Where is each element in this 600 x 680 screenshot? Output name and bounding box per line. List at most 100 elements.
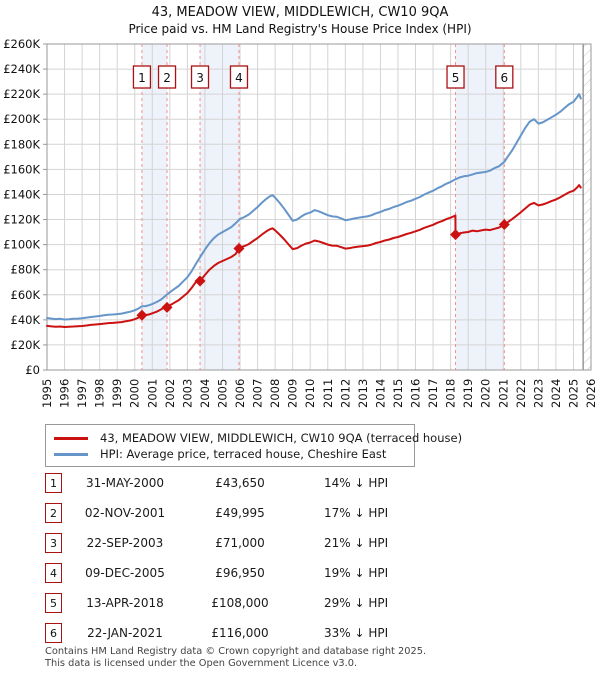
sale-price: £43,650 xyxy=(215,476,265,490)
table-row: 5 13-APR-2018 £108,000 29% ↓ HPI xyxy=(45,588,565,618)
svg-text:2024: 2024 xyxy=(549,379,563,408)
svg-text:2011: 2011 xyxy=(321,379,335,408)
sale-number-badge: 6 xyxy=(45,623,62,643)
svg-text:£160K: £160K xyxy=(3,162,40,176)
svg-text:2016: 2016 xyxy=(409,379,423,408)
svg-text:£100K: £100K xyxy=(3,238,40,252)
table-row: 4 09-DEC-2005 £96,950 19% ↓ HPI xyxy=(45,558,565,588)
svg-text:2005: 2005 xyxy=(215,379,229,408)
sale-number-badge: 1 xyxy=(45,473,62,493)
sale-diamond xyxy=(450,229,462,241)
svg-text:3: 3 xyxy=(196,71,204,85)
sale-diamond xyxy=(498,219,510,231)
sale-date: 02-NOV-2001 xyxy=(84,506,166,520)
svg-text:2007: 2007 xyxy=(251,379,265,408)
svg-text:£40K: £40K xyxy=(11,313,41,327)
svg-text:£80K: £80K xyxy=(11,263,41,277)
sale-pct-vs-hpi: 14% ↓ HPI xyxy=(324,476,389,490)
svg-text:4: 4 xyxy=(235,71,243,85)
legend-item-hpi: HPI: Average price, terraced house, Ches… xyxy=(54,446,406,462)
plot-border xyxy=(46,43,592,371)
sale-number-badge: 2 xyxy=(45,503,62,523)
svg-text:2000: 2000 xyxy=(128,379,142,408)
svg-text:6: 6 xyxy=(500,71,508,85)
svg-text:2022: 2022 xyxy=(514,379,528,408)
future-hatch-region xyxy=(583,44,591,370)
svg-text:2019: 2019 xyxy=(461,379,475,408)
legend-item-property: 43, MEADOW VIEW, MIDDLEWICH, CW10 9QA (t… xyxy=(54,430,462,446)
svg-text:2020: 2020 xyxy=(479,379,493,408)
svg-text:2014: 2014 xyxy=(373,379,387,408)
title-block: 43, MEADOW VIEW, MIDDLEWICH, CW10 9QA Pr… xyxy=(0,4,600,37)
sale-number-badge: 4 xyxy=(45,563,62,583)
sale-markers xyxy=(136,219,510,321)
svg-text:£20K: £20K xyxy=(11,338,41,352)
sale-pct-vs-hpi: 21% ↓ HPI xyxy=(324,536,389,550)
footer-line-1: Contains HM Land Registry data © Crown c… xyxy=(45,646,427,657)
sale-number-badge: 3 xyxy=(45,533,62,553)
svg-text:2006: 2006 xyxy=(233,379,247,408)
chart-legend: 43, MEADOW VIEW, MIDDLEWICH, CW10 9QA (t… xyxy=(45,424,462,467)
svg-text:2013: 2013 xyxy=(356,379,370,408)
svg-text:2003: 2003 xyxy=(180,379,194,408)
svg-text:2009: 2009 xyxy=(286,379,300,408)
sale-diamond xyxy=(136,309,148,321)
sale-price: £71,000 xyxy=(215,536,265,550)
svg-text:5: 5 xyxy=(452,71,460,85)
legend-label-property: 43, MEADOW VIEW, MIDDLEWICH, CW10 9QA (t… xyxy=(100,431,463,445)
sale-diamond xyxy=(194,275,206,287)
sale-price: £108,000 xyxy=(211,596,269,610)
svg-text:1996: 1996 xyxy=(58,379,72,408)
sale-pct-vs-hpi: 33% ↓ HPI xyxy=(324,626,389,640)
sale-date-lines xyxy=(141,44,505,370)
sale-date: 09-DEC-2005 xyxy=(85,566,165,580)
sale-pct-vs-hpi: 19% ↓ HPI xyxy=(324,566,389,580)
svg-text:2026: 2026 xyxy=(584,379,598,408)
ownership-bands xyxy=(141,44,505,370)
page-subtitle: Price paid vs. HM Land Registry's House … xyxy=(128,22,472,36)
svg-text:1997: 1997 xyxy=(75,379,89,408)
sale-price: £116,000 xyxy=(211,626,269,640)
svg-text:2: 2 xyxy=(163,71,171,85)
sale-number-badge: 5 xyxy=(45,593,62,613)
footer-line-2: This data is licensed under the Open Gov… xyxy=(45,657,358,669)
sale-diamond xyxy=(233,242,245,254)
svg-text:2018: 2018 xyxy=(444,379,458,408)
sale-date: 22-JAN-2021 xyxy=(87,626,163,640)
sale-date: 31-MAY-2000 xyxy=(85,476,164,490)
svg-text:1998: 1998 xyxy=(93,379,107,408)
svg-text:2001: 2001 xyxy=(145,379,159,408)
hpi-line-swatch xyxy=(54,452,88,456)
table-row: 2 02-NOV-2001 £49,995 17% ↓ HPI xyxy=(45,498,565,528)
price-chart: £0 £20K £40K £60K £80K £100K £120K £140K £160K £1… xyxy=(3,37,598,408)
svg-text:£0: £0 xyxy=(25,363,40,377)
table-row: 1 31-MAY-2000 £43,650 14% ↓ HPI xyxy=(45,468,565,498)
property-line-swatch xyxy=(54,436,88,440)
svg-text:2015: 2015 xyxy=(391,379,405,408)
sale-price: £49,995 xyxy=(215,506,265,520)
sale-price: £96,950 xyxy=(215,566,265,580)
sale-pct-vs-hpi: 17% ↓ HPI xyxy=(324,506,389,520)
x-axis-labels: 1995 1996 1997 1998 1999 2000 2001 2002 2003 2004… xyxy=(40,379,598,408)
sale-number-boxes: 1 2 3 4 5 6 xyxy=(132,65,514,89)
svg-text:£260K: £260K xyxy=(3,37,40,51)
table-row: 3 22-SEP-2003 £71,000 21% ↓ HPI xyxy=(45,528,565,558)
sales-table: 1 31-MAY-2000 £43,650 14% ↓ HPI 2 02-NOV-2001… xyxy=(45,468,565,648)
svg-text:£180K: £180K xyxy=(3,137,40,151)
hpi-line xyxy=(46,93,582,321)
svg-text:2012: 2012 xyxy=(338,379,352,408)
sale-diamond xyxy=(161,301,173,313)
svg-text:2021: 2021 xyxy=(496,379,510,408)
svg-text:2023: 2023 xyxy=(531,379,545,408)
svg-text:2025: 2025 xyxy=(566,379,580,408)
svg-text:2010: 2010 xyxy=(303,379,317,408)
svg-text:1: 1 xyxy=(138,71,146,85)
license-footer: Contains HM Land Registry data © Crown c… xyxy=(45,646,426,669)
svg-text:£60K: £60K xyxy=(11,288,41,302)
svg-text:1995: 1995 xyxy=(40,379,54,408)
sale-date: 22-SEP-2003 xyxy=(86,536,164,550)
svg-text:£120K: £120K xyxy=(3,213,40,227)
svg-text:2004: 2004 xyxy=(198,379,212,408)
svg-text:2002: 2002 xyxy=(163,379,177,408)
svg-text:£240K: £240K xyxy=(3,62,40,76)
